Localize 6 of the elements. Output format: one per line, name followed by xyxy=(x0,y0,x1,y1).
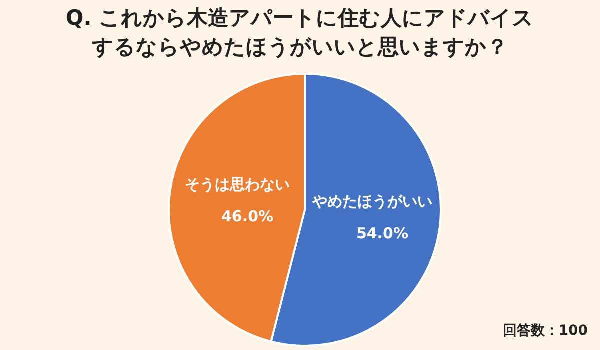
chart-title: Q. これから木造アパートに住む人にアドバイスするならやめたほうがいいと思いますか？ xyxy=(64,5,536,61)
slice-label: やめたほうがいい xyxy=(311,192,432,211)
slice-label: そうは思わない xyxy=(185,175,290,194)
data-label: 54.0% xyxy=(356,224,408,243)
text: 回答数：100 xyxy=(502,322,588,340)
data-label: 46.0% xyxy=(222,207,274,226)
